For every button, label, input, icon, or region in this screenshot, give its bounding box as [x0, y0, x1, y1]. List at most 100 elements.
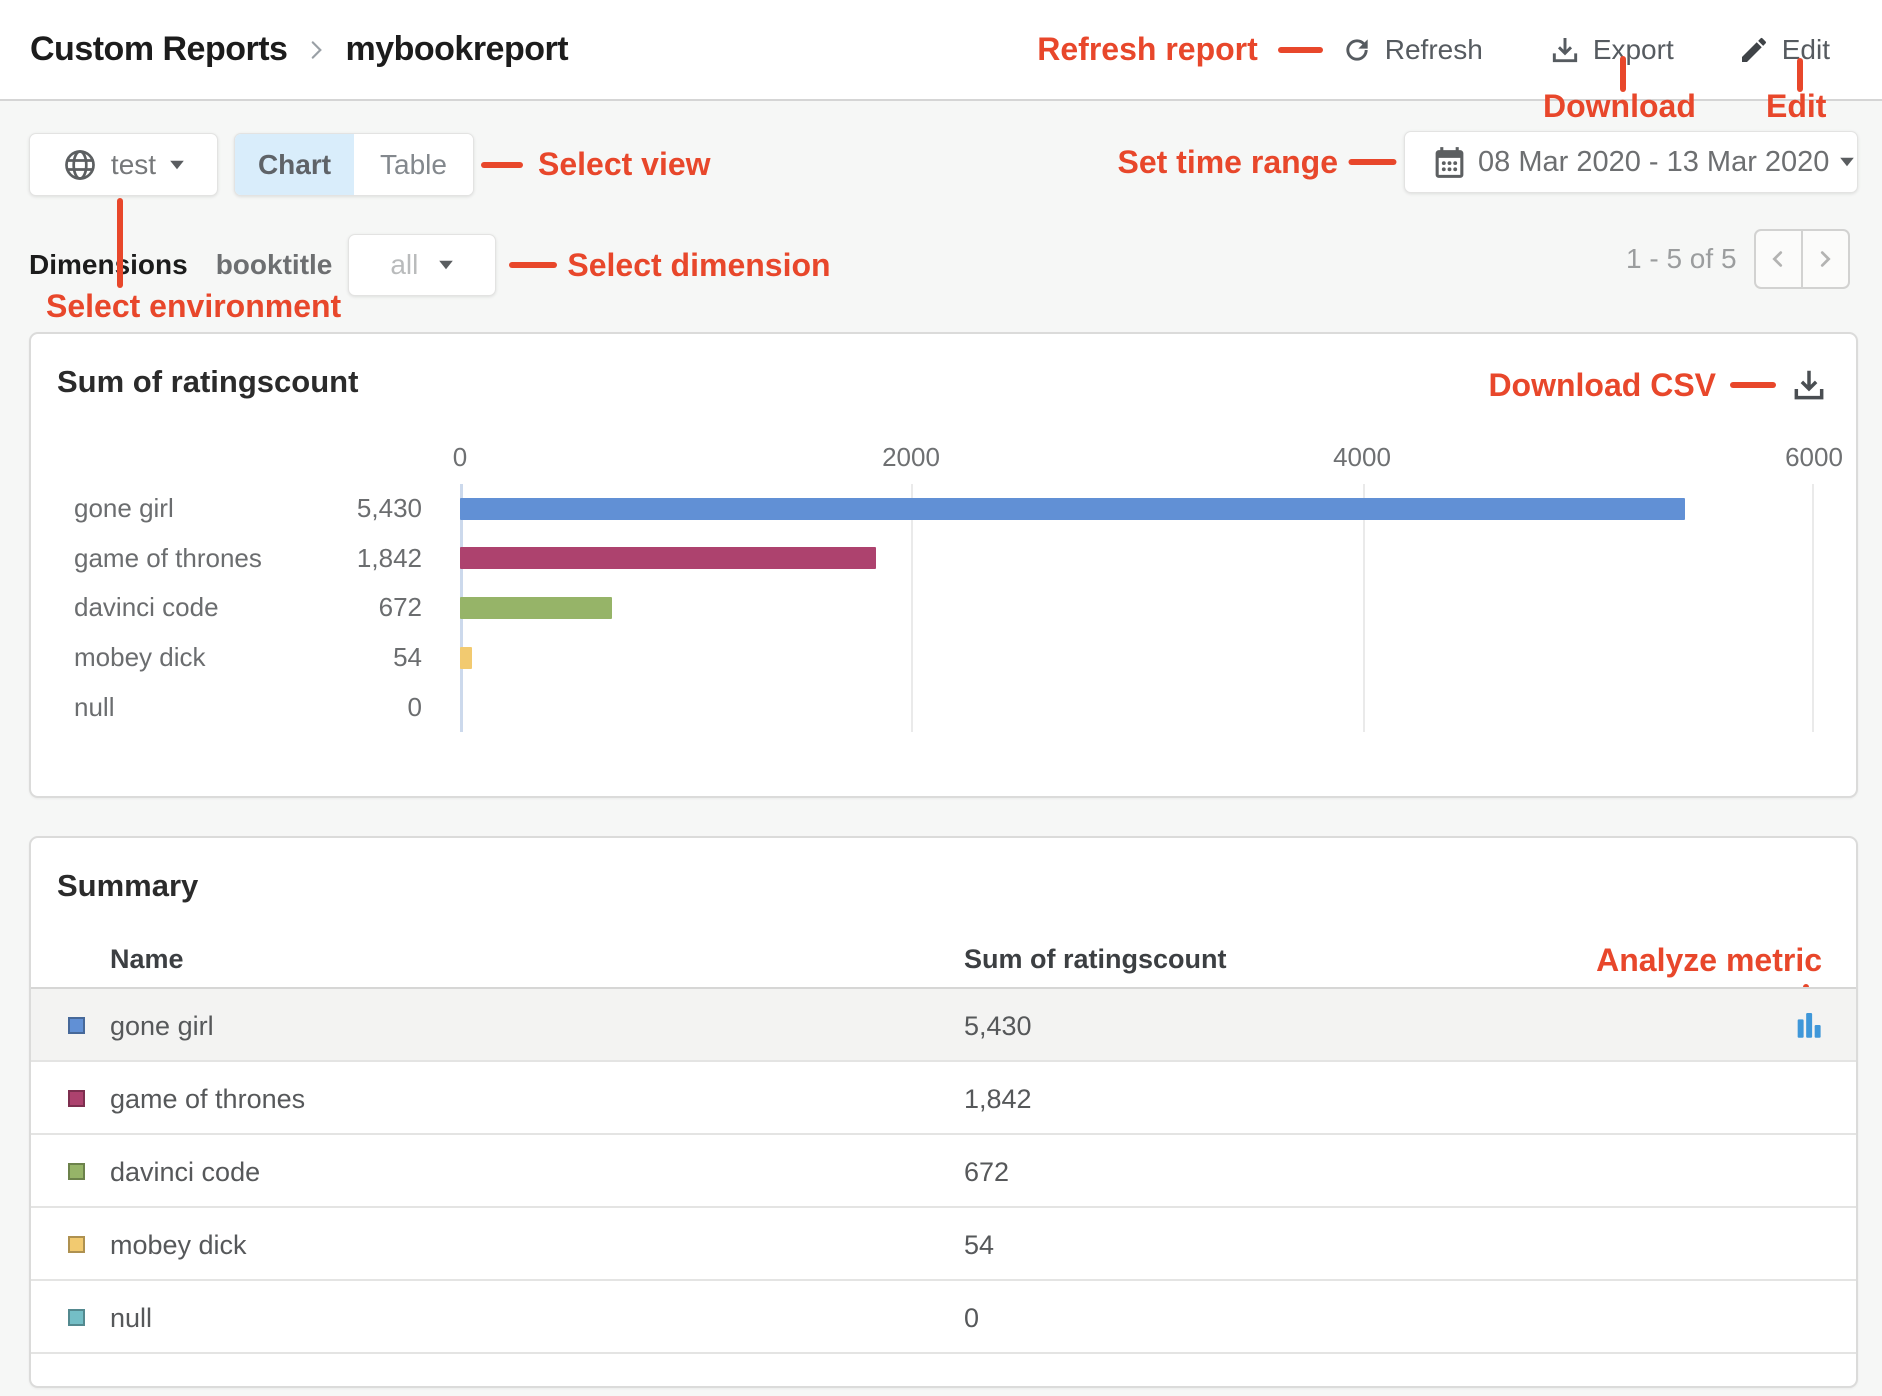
- row-value: 54: [964, 1230, 995, 1260]
- summary-table-body: gone girl 5,430 game of thrones 1,842 da…: [31, 989, 1856, 1354]
- pagination: 1 - 5 of 5: [1626, 229, 1850, 289]
- annotation-select-view: Select view: [481, 133, 711, 196]
- tab-chart[interactable]: Chart: [235, 134, 354, 195]
- row-name: mobey dick: [110, 1230, 247, 1260]
- calendar-icon: [1435, 146, 1464, 178]
- dimension-filter-select[interactable]: all: [348, 234, 497, 296]
- download-csv-icon[interactable]: [1790, 366, 1828, 404]
- chart-row: game of thrones 1,842: [74, 534, 1814, 583]
- chevron-left-icon: [1772, 251, 1783, 267]
- annotation-download: Download: [1543, 88, 1696, 124]
- value-label: 54: [393, 642, 422, 673]
- edit-pencil-icon: [1741, 37, 1766, 62]
- annotation-edit: Edit: [1766, 88, 1827, 124]
- export-download-icon: [1552, 37, 1577, 62]
- caret-down-icon: [170, 160, 184, 169]
- annotation-set-time-range-label: Set time range: [1117, 143, 1338, 180]
- breadcrumb-report-name: mybookreport: [345, 30, 569, 68]
- row-name: null: [110, 1303, 153, 1333]
- refresh-label: Refresh: [1384, 33, 1483, 65]
- caret-down-icon: [439, 260, 454, 270]
- environment-select[interactable]: test: [29, 133, 218, 196]
- previous-page-button[interactable]: [1756, 231, 1803, 287]
- summary-title: Summary: [57, 868, 199, 903]
- breadcrumb: Custom Reports mybookreport: [30, 0, 569, 99]
- gridline: [1362, 484, 1365, 732]
- globe-icon: [65, 149, 95, 180]
- annotation-line: [1348, 159, 1396, 165]
- series-color-swatch: [68, 1236, 85, 1253]
- series-color-swatch: [68, 1163, 85, 1180]
- table-row-gone-girl[interactable]: gone girl 5,430: [31, 989, 1856, 1062]
- bar-davinci-code[interactable]: [460, 596, 612, 619]
- breadcrumb-custom-reports[interactable]: Custom Reports: [30, 30, 288, 68]
- refresh-icon: [1346, 38, 1368, 61]
- next-page-button[interactable]: [1803, 231, 1848, 287]
- chart-rows: gone girl 5,430 game of thrones 1,842 da…: [74, 484, 1814, 732]
- category-label: game of thrones: [74, 542, 262, 573]
- row-value: 1,842: [964, 1084, 1032, 1114]
- annotation-line: [509, 262, 558, 268]
- value-label: 672: [378, 592, 422, 623]
- x-tick-label: 4000: [1333, 442, 1391, 472]
- date-range-value: 08 Mar 2020 - 13 Mar 2020: [1478, 145, 1830, 178]
- dimensions-label: Dimensions: [29, 249, 188, 280]
- annotation-select-view-label: Select view: [538, 146, 711, 182]
- dimension-filter-value: all: [390, 249, 419, 280]
- column-header-name: Name: [110, 944, 184, 974]
- series-color-swatch: [68, 1017, 85, 1034]
- summary-table-header: Name Sum of ratingscount: [31, 934, 1856, 989]
- chart-row: davinci code 672: [74, 583, 1814, 632]
- chart-row: mobey dick 54: [74, 633, 1814, 682]
- category-label: davinci code: [74, 592, 219, 623]
- table-row-game-of-thrones[interactable]: game of thrones 1,842: [31, 1062, 1856, 1135]
- bar-game-of-thrones[interactable]: [460, 547, 876, 570]
- category-label: gone girl: [74, 493, 174, 524]
- header-actions: Refresh report Refresh Export Edit: [1037, 0, 1830, 99]
- x-tick-label: 0: [452, 442, 468, 472]
- chart-title: Sum of ratingscount: [57, 364, 359, 399]
- chart-row: gone girl 5,430: [74, 484, 1814, 533]
- value-label: 5,430: [356, 493, 422, 524]
- row-name: davinci code: [110, 1157, 261, 1187]
- summary-card: Summary Analyze metric Name Sum of ratin…: [29, 836, 1858, 1388]
- column-header-sum: Sum of ratingscount: [964, 944, 1227, 974]
- chart-row: null 0: [74, 683, 1814, 732]
- refresh-button[interactable]: Refresh: [1341, 34, 1483, 66]
- edit-button[interactable]: Edit: [1738, 34, 1830, 66]
- table-row-davinci-code[interactable]: davinci code 672: [31, 1135, 1856, 1208]
- annotation-refresh-report: Refresh report: [1037, 31, 1258, 67]
- table-row-mobey-dick[interactable]: mobey dick 54: [31, 1208, 1856, 1281]
- row-value: 672: [964, 1157, 1010, 1187]
- date-range-picker[interactable]: 08 Mar 2020 - 13 Mar 2020: [1404, 131, 1858, 193]
- value-label: 0: [407, 691, 422, 722]
- caret-down-icon: [1840, 157, 1855, 167]
- annotation-download-csv-label: Download CSV: [1488, 366, 1716, 403]
- row-name: game of thrones: [110, 1084, 306, 1114]
- annotation-line: [1797, 58, 1803, 92]
- annotation-line: [1277, 46, 1323, 53]
- x-tick-label: 2000: [882, 442, 940, 472]
- chevron-right-icon: [1820, 251, 1831, 267]
- table-row-null[interactable]: null 0: [31, 1281, 1856, 1354]
- chart-card: Sum of ratingscount Download CSV 0 2000 …: [29, 332, 1858, 798]
- row-value: 0: [964, 1303, 980, 1333]
- export-label: Export: [1592, 33, 1674, 65]
- view-toggle: Chart Table: [234, 133, 474, 196]
- dimensions-row: Dimensions booktitle all Select dimensio…: [29, 234, 831, 296]
- category-label: mobey dick: [74, 642, 206, 673]
- bar-mobey-dick[interactable]: [460, 646, 473, 669]
- annotation-line: [481, 161, 523, 168]
- annotation-line: [117, 198, 123, 288]
- category-label: null: [74, 691, 115, 722]
- tab-table[interactable]: Table: [354, 134, 473, 195]
- annotation-select-dimension: Select dimension: [567, 246, 831, 283]
- analyze-metric-icon[interactable]: [1792, 1008, 1826, 1042]
- annotation-select-environment: Select environment: [46, 288, 342, 324]
- chevron-right-icon: [312, 40, 323, 59]
- annotation-set-time-range: Set time range: [1117, 131, 1404, 193]
- row-value: 5,430: [964, 1011, 1032, 1041]
- bar-gone-girl[interactable]: [460, 497, 1686, 520]
- export-button[interactable]: Export: [1549, 34, 1674, 66]
